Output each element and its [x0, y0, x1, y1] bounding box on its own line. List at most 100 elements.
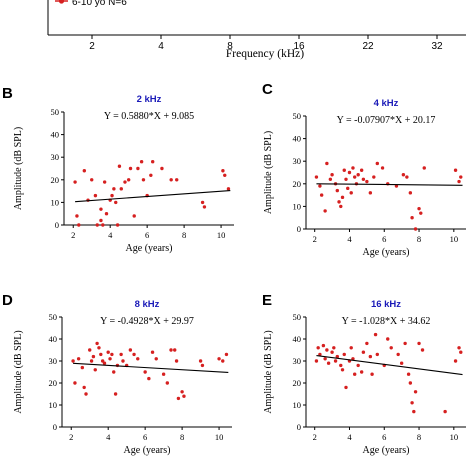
data-point: [340, 195, 345, 200]
data-point: [443, 409, 447, 414]
data-point: [389, 346, 393, 350]
data-point: [221, 169, 225, 173]
data-point: [150, 350, 155, 354]
data-point: [396, 352, 400, 357]
data-point: [403, 341, 407, 346]
data-point: [372, 175, 376, 179]
data-point: [180, 390, 184, 394]
x-tick-label: 10: [450, 234, 459, 244]
x-tick-label: 4: [347, 234, 352, 244]
data-point: [417, 206, 421, 211]
y-tick-label: 0: [297, 422, 301, 432]
data-point: [420, 348, 425, 352]
data-point: [76, 357, 81, 361]
x-tick-label: 8: [417, 234, 421, 244]
data-point: [413, 390, 418, 394]
data-point: [161, 372, 166, 376]
y-tick-label: 40: [293, 334, 302, 344]
data-point: [459, 350, 463, 354]
data-point: [93, 368, 97, 372]
data-point: [380, 166, 385, 170]
data-point: [139, 160, 144, 164]
data-point: [326, 361, 331, 365]
regression-equation: Y = -0.4928*X + 29.97: [100, 316, 194, 327]
chart-title: 8 kHz: [135, 299, 160, 310]
data-point: [417, 341, 421, 346]
data-point: [101, 223, 105, 227]
panel-letter: E: [262, 292, 272, 309]
data-point: [165, 381, 170, 385]
data-point: [104, 212, 109, 216]
data-point: [175, 178, 179, 182]
x-tick-label: 2: [69, 432, 73, 442]
data-point: [319, 193, 324, 197]
data-point: [160, 166, 164, 171]
legend-text: 6-10 yo N=6: [72, 0, 127, 8]
data-point: [351, 166, 355, 170]
data-point: [453, 359, 458, 363]
data-point: [412, 409, 416, 414]
data-point: [224, 352, 229, 357]
x-tick-label: 2: [71, 230, 75, 240]
data-point: [112, 187, 116, 191]
data-point: [119, 187, 123, 191]
x-axis-label: Age (years): [126, 243, 173, 254]
x-tick-label: 10: [217, 230, 226, 240]
data-point: [333, 359, 338, 363]
top-x-ticks: 2 4 8 16 22 32: [89, 35, 443, 52]
top-x-tick-label: 4: [158, 41, 164, 52]
data-point: [344, 177, 348, 181]
top-x-tick-label: 8: [227, 41, 233, 52]
top-x-axis-label: Frequency (kHz): [226, 48, 304, 60]
panel-c-4khz: C 4 kHz Y = -0.07907*X + 20.17 0 10 20 30 40 50 2…: [262, 81, 466, 258]
data-point: [318, 184, 322, 188]
panel-d-8khz: D 8 kHz Y = -0.4928*X + 29.97 0 10 20 30 40 50 2 4…: [2, 292, 232, 456]
data-point: [141, 178, 146, 182]
data-point: [99, 218, 103, 223]
data-point: [113, 392, 118, 396]
data-point: [112, 370, 116, 374]
regression-equation: Y = 0.5880*X + 9.085: [104, 111, 194, 122]
x-tick-label: 8: [180, 432, 184, 442]
top-x-tick-label: 2: [89, 41, 95, 52]
x-axis-label: Age (years): [124, 445, 171, 456]
data-point: [335, 354, 340, 359]
data-point: [102, 180, 107, 184]
data-point: [408, 381, 413, 385]
x-tick-label: 6: [143, 432, 147, 442]
data-point: [323, 357, 327, 361]
y-tick-label: 10: [51, 197, 60, 207]
data-point: [318, 352, 322, 357]
data-point: [413, 227, 418, 231]
y-tick-label: 40: [51, 130, 60, 140]
data-point: [352, 175, 357, 179]
data-point: [337, 200, 341, 204]
data-point: [90, 178, 94, 182]
x-tick-label: 6: [382, 432, 386, 442]
data-point: [332, 346, 336, 350]
top-x-tick-label: 32: [431, 41, 443, 52]
data-point: [453, 168, 458, 172]
x-tick-label: 10: [450, 432, 459, 442]
data-point: [182, 394, 186, 398]
y-tick-label: 10: [293, 201, 302, 211]
y-tick-label: 50: [293, 312, 302, 322]
x-tick-label: 10: [215, 432, 224, 442]
y-tick-label: 30: [51, 152, 60, 162]
data-point: [221, 359, 225, 363]
data-point: [136, 357, 140, 361]
data-point: [349, 346, 353, 350]
data-point: [136, 166, 140, 171]
chart-title: 4 kHz: [374, 98, 399, 109]
data-point: [88, 348, 92, 352]
data-point: [365, 179, 369, 184]
data-point: [408, 191, 413, 195]
data-point: [352, 372, 357, 376]
data-point: [108, 357, 112, 361]
data-point: [99, 352, 103, 357]
data-point: [339, 363, 343, 368]
panel-letter: D: [2, 292, 13, 309]
data-point: [154, 357, 158, 361]
data-point: [169, 348, 173, 352]
y-tick-label: 50: [51, 107, 60, 117]
